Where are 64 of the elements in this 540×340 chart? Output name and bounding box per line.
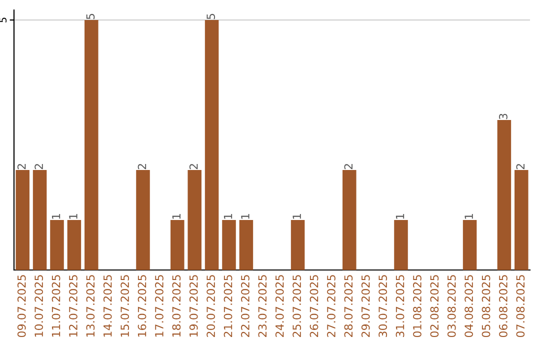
bar	[239, 220, 254, 270]
data-label: 1	[172, 214, 180, 219]
x-tick-label: 13.07.2025	[86, 275, 95, 337]
x-tick-label: 02.08.2025	[430, 275, 439, 338]
x-tick-label: 12.07.2025	[69, 275, 78, 337]
data-label: 1	[52, 214, 60, 219]
bar	[342, 170, 356, 270]
bar	[188, 170, 202, 270]
x-tick-label: 18.07.2025	[172, 275, 181, 337]
bar	[204, 20, 219, 270]
x-tick-label: 31.07.2025	[396, 275, 404, 337]
bar	[50, 220, 64, 270]
bar	[16, 170, 30, 270]
data-label: 2	[344, 164, 352, 170]
x-tick-label: 14.07.2025	[103, 275, 112, 337]
bar	[170, 220, 184, 270]
data-label: 1	[464, 214, 473, 219]
bar	[514, 170, 528, 270]
data-label: 2	[189, 164, 198, 170]
x-tick-label: 17.07.2025	[155, 275, 164, 337]
x-tick-label: 29.07.2025	[361, 275, 370, 337]
bar	[84, 20, 98, 270]
bar	[67, 220, 82, 270]
x-tick-label: 19.07.2025	[189, 275, 198, 337]
data-label: 1	[224, 214, 232, 219]
x-tick-label: 26.07.2025	[310, 275, 318, 337]
x-tick-label: 15.07.2025	[120, 275, 130, 337]
x-tick-label: 28.07.2025	[344, 275, 353, 337]
x-tick-label: 05.08.2025	[482, 275, 490, 338]
x-tick-label: 06.08.2025	[499, 275, 508, 338]
data-label: 2	[138, 164, 146, 170]
x-tick-label: 30.07.2025	[378, 275, 388, 337]
bar	[136, 170, 150, 270]
x-tick-label: 22.07.2025	[241, 275, 250, 337]
x-tick-label: 01.08.2025	[413, 275, 422, 338]
x-tick-label: 11.07.2025	[52, 275, 60, 337]
x-tick-label: 23.07.2025	[258, 275, 267, 337]
bar	[222, 220, 236, 270]
x-tick-label: 04.08.2025	[464, 275, 474, 338]
data-label: 5	[86, 14, 95, 20]
bar	[394, 220, 408, 270]
bar	[290, 220, 305, 270]
bar	[497, 120, 512, 270]
data-label: 2	[17, 164, 26, 170]
x-tick-label: 07.08.2025	[516, 275, 525, 338]
x-tick-label: 10.07.2025	[34, 275, 44, 337]
data-label: 2	[516, 164, 524, 170]
bar	[462, 220, 477, 270]
x-tick-label: 25.07.2025	[292, 275, 302, 337]
x-tick-label: 09.07.2025	[17, 275, 26, 338]
data-label: 1	[396, 214, 404, 219]
x-tick-label: 27.07.2025	[327, 275, 336, 337]
x-tick-label: 16.07.2025	[138, 275, 146, 337]
x-tick-label: 20.07.2025	[206, 275, 216, 337]
x-tick-label: 21.07.2025	[224, 275, 232, 337]
data-label: 1	[69, 214, 78, 219]
x-tick-label: 24.07.2025	[275, 275, 284, 337]
x-tick-label: 03.08.2025	[447, 275, 456, 338]
data-label: 2	[34, 164, 43, 170]
data-label: 5	[206, 14, 216, 20]
data-label: 3	[499, 114, 508, 120]
bar	[32, 170, 47, 270]
data-label: 1	[292, 214, 301, 219]
data-label: 1	[241, 214, 250, 219]
